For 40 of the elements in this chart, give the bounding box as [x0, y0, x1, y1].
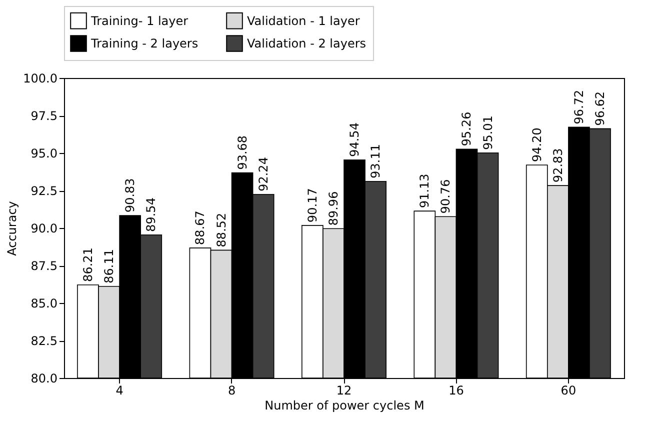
x-tick-label: 8 [228, 384, 236, 398]
data-label: 96.72 [572, 90, 586, 124]
data-label: 92.24 [256, 157, 270, 192]
data-label: 94.54 [348, 122, 362, 157]
x-tick-label: 12 [336, 384, 352, 398]
data-label: 88.52 [214, 212, 228, 248]
data-label: 92.83 [550, 148, 565, 183]
y-tick-label: 100.0 [23, 72, 58, 86]
y-tick-label: 92.5 [30, 184, 58, 198]
y-tick-label: 85.0 [30, 296, 58, 310]
y-tick-label: 80.0 [30, 372, 58, 386]
y-tick-label: 82.5 [30, 334, 58, 348]
legend-label: Validation - 2 layers [247, 36, 366, 50]
data-label: 86.11 [102, 248, 116, 284]
data-label: 90.17 [305, 188, 320, 222]
y-tick-label: 90.0 [30, 222, 58, 236]
data-label: 94.20 [530, 128, 544, 162]
data-label: 93.11 [368, 144, 383, 178]
x-axis-title: Number of power cycles M [264, 398, 424, 412]
data-label: 89.54 [144, 198, 158, 232]
data-label: 91.13 [418, 174, 432, 208]
data-label: 88.67 [193, 210, 208, 245]
y-tick-label: 97.5 [30, 109, 58, 123]
data-label: 86.21 [80, 247, 95, 282]
data-label: 90.76 [438, 179, 453, 214]
data-label: 93.68 [235, 135, 250, 170]
data-label: 95.26 [460, 112, 474, 146]
legend-label: Validation - 1 layer [247, 14, 360, 28]
data-label: 89.96 [326, 191, 340, 226]
y-axis-title: Accuracy [5, 201, 20, 256]
legend-label: Training - 2 layers [90, 36, 198, 50]
legend-label: Training- 1 layer [90, 14, 188, 28]
x-tick-label: 16 [448, 384, 464, 398]
y-tick-label: 87.5 [30, 259, 58, 273]
y-tick-label: 95.0 [30, 146, 58, 160]
x-tick-label: 60 [560, 384, 576, 398]
data-label: 96.62 [593, 91, 608, 126]
data-label: 90.83 [123, 178, 138, 213]
data-label: 95.01 [480, 115, 495, 150]
x-tick-label: 4 [116, 384, 124, 398]
